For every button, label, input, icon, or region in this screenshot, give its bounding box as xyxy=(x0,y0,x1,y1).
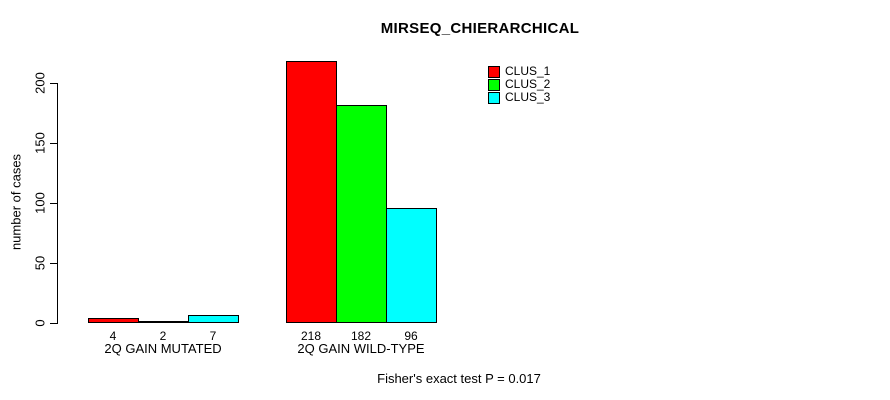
y-tick-label: 150 xyxy=(32,132,48,154)
bar-value-label: 4 xyxy=(109,329,117,343)
y-axis-title: number of cases xyxy=(8,153,24,251)
bar-value-label: 182 xyxy=(350,329,372,343)
y-tick-label: 50 xyxy=(32,255,48,271)
bar-value-label: 2 xyxy=(159,329,167,343)
legend-swatch-clus_3 xyxy=(488,92,500,104)
legend-label: CLUS_3 xyxy=(505,90,551,104)
bar-clus_3-2 xyxy=(386,208,437,323)
legend-label: CLUS_1 xyxy=(505,64,551,78)
y-tick-mark xyxy=(50,143,58,144)
bar-value-label: 218 xyxy=(300,329,322,343)
bar-clus_1-2 xyxy=(286,61,337,323)
y-tick-label: 100 xyxy=(32,192,48,214)
y-tick-mark xyxy=(50,263,58,264)
y-tick-label: 200 xyxy=(32,72,48,94)
footer-note: Fisher's exact test P = 0.017 xyxy=(377,371,541,386)
bar-clus_2-1 xyxy=(138,321,189,323)
x-category-label: 2Q GAIN WILD-TYPE xyxy=(297,341,425,356)
y-tick-mark xyxy=(50,83,58,84)
chart-title: MIRSEQ_CHIERARCHICAL xyxy=(380,20,580,37)
y-tick-mark xyxy=(50,323,58,324)
legend-swatch-clus_2 xyxy=(488,79,500,91)
bar-clus_2-2 xyxy=(336,105,387,323)
x-category-label: 2Q GAIN MUTATED xyxy=(104,341,222,356)
bar-clus_3-1 xyxy=(188,315,239,323)
y-tick-mark xyxy=(50,203,58,204)
bar-value-label: 7 xyxy=(209,329,217,343)
y-tick-label: 0 xyxy=(32,319,48,327)
bar-clus_1-1 xyxy=(88,318,139,323)
legend-swatch-clus_1 xyxy=(488,66,500,78)
legend-label: CLUS_2 xyxy=(505,77,551,91)
bar-value-label: 96 xyxy=(404,329,418,343)
